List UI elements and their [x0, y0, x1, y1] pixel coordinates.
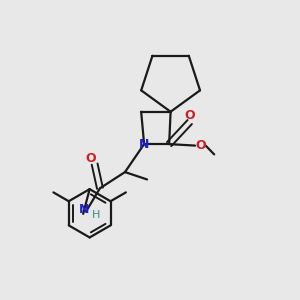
Text: O: O	[184, 109, 195, 122]
Text: N: N	[139, 138, 149, 151]
Text: O: O	[85, 152, 95, 165]
Text: H: H	[92, 210, 100, 220]
Text: O: O	[196, 139, 206, 152]
Text: N: N	[79, 203, 89, 216]
